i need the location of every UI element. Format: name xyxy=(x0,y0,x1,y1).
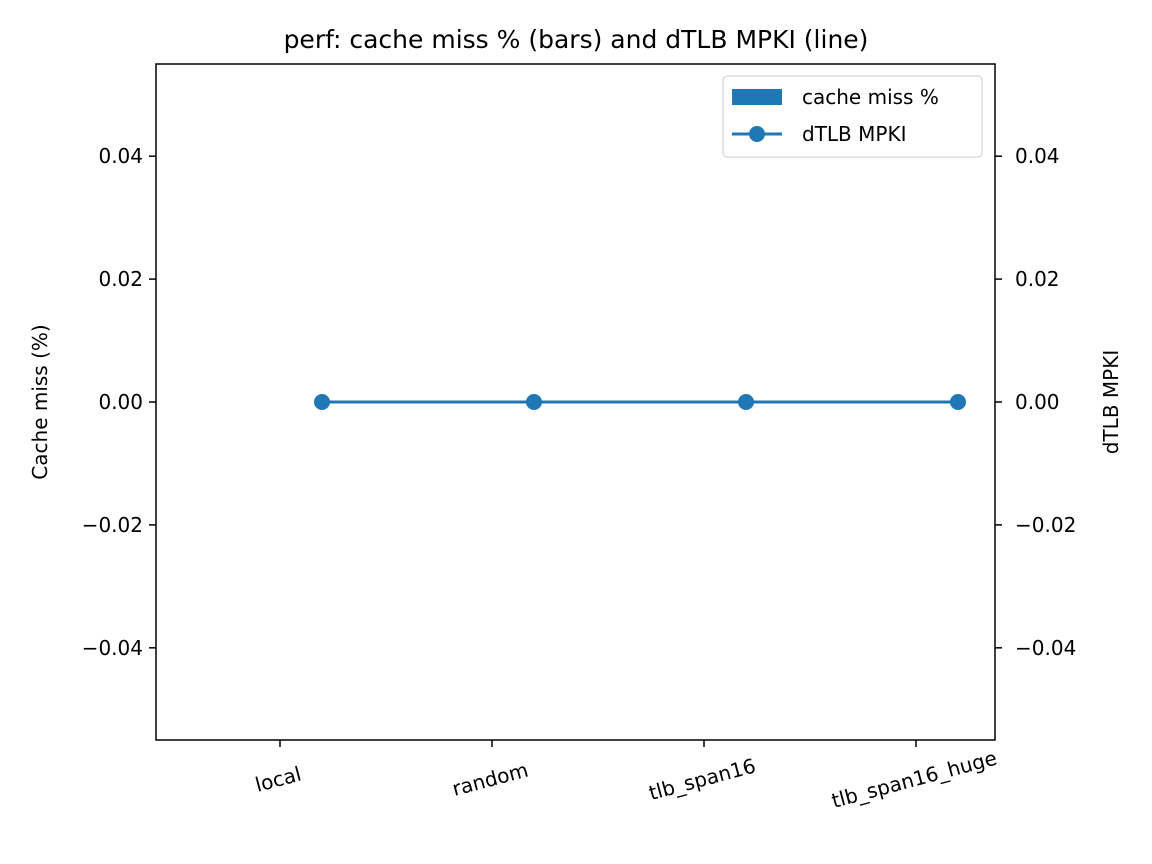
x-tick-label: tlb_span16_huge xyxy=(829,746,999,813)
y2-axis-label: dTLB MPKI xyxy=(1099,350,1123,454)
y-axis-label: Cache miss (%) xyxy=(28,324,52,479)
legend-swatch-bar xyxy=(732,89,782,105)
line-point xyxy=(526,394,542,410)
y2-tick-label: 0.02 xyxy=(1015,267,1060,291)
plot-area: 0.04 0.04 0.02 0.02 0.00 0.00 −0.02 −0.02 −0.04 −… xyxy=(82,144,1077,813)
y2-tick-label: −0.02 xyxy=(1015,513,1076,537)
y2-tick-label: −0.04 xyxy=(1015,636,1076,660)
line-point xyxy=(314,394,330,410)
legend: cache miss % dTLB MPKI xyxy=(722,75,983,158)
legend-label-bar: cache miss % xyxy=(802,85,939,109)
x-tick-label: tlb_span16 xyxy=(646,753,758,805)
chart-title: perf: cache miss % (bars) and dTLB MPKI … xyxy=(284,25,869,54)
x-tick-label: local xyxy=(253,762,304,797)
y-tick-label: 0.00 xyxy=(98,390,143,414)
y2-tick-label: 0.00 xyxy=(1015,390,1060,414)
y-tick-label: −0.04 xyxy=(82,636,143,660)
y2-tick-label: 0.04 xyxy=(1015,144,1060,168)
legend-swatch-marker xyxy=(749,126,765,142)
legend-frame xyxy=(722,75,983,158)
y-tick-label: 0.02 xyxy=(98,267,143,291)
x-tick-label: random xyxy=(450,758,531,801)
axes-frame xyxy=(155,63,996,741)
line-point xyxy=(738,394,754,410)
y-tick-label: 0.04 xyxy=(98,144,143,168)
line-point xyxy=(950,394,966,410)
y-tick-label: −0.02 xyxy=(82,513,143,537)
legend-label-line: dTLB MPKI xyxy=(802,122,906,146)
